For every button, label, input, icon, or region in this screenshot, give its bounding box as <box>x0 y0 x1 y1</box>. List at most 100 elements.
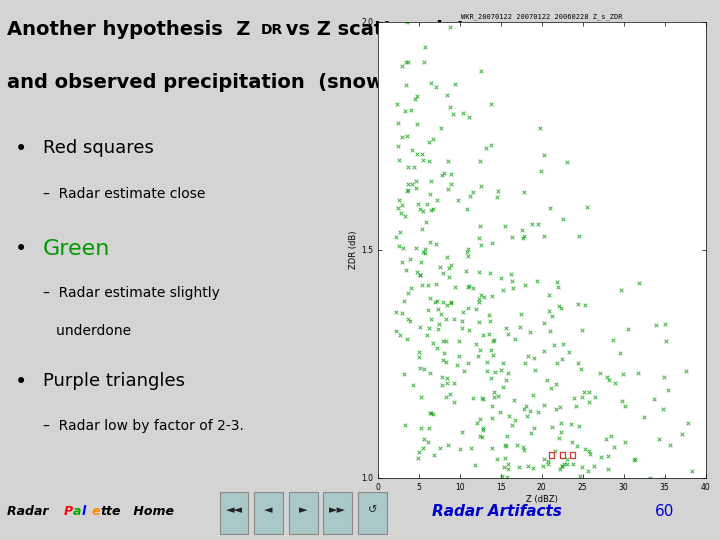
Point <box>518 232 530 241</box>
Point <box>423 306 434 315</box>
Point <box>415 258 427 267</box>
Point <box>462 247 473 256</box>
Point <box>503 483 514 492</box>
Point <box>424 409 436 417</box>
Point <box>528 354 540 362</box>
Point <box>578 388 590 396</box>
Point <box>418 434 430 443</box>
Point <box>448 314 459 323</box>
Point <box>438 269 449 278</box>
Point <box>426 206 437 215</box>
Point <box>608 335 619 344</box>
Point <box>413 347 425 356</box>
Point <box>598 536 609 540</box>
Point <box>431 195 443 204</box>
Point <box>488 336 500 345</box>
Point <box>395 331 406 340</box>
Point <box>562 460 573 469</box>
Point <box>392 119 403 127</box>
Point <box>577 503 589 512</box>
Point <box>477 394 488 402</box>
Point <box>405 284 417 292</box>
Point <box>498 359 509 368</box>
Point <box>577 530 588 539</box>
Point <box>575 537 586 540</box>
Point <box>551 512 562 521</box>
Text: tte: tte <box>101 505 121 518</box>
Point <box>423 323 435 332</box>
Point <box>497 286 508 295</box>
Point <box>474 318 485 327</box>
Point <box>509 502 521 511</box>
Point <box>412 120 423 129</box>
Point <box>573 421 585 430</box>
Point <box>485 374 497 382</box>
Point <box>415 364 426 373</box>
Point <box>564 504 576 512</box>
Point <box>508 396 519 404</box>
Point <box>688 519 699 528</box>
Point <box>414 271 426 280</box>
Point <box>502 485 513 494</box>
Point <box>428 204 439 213</box>
Point <box>522 411 534 420</box>
Point <box>524 406 536 415</box>
Point <box>444 264 455 273</box>
Point <box>524 328 536 336</box>
Point <box>638 413 649 421</box>
Point <box>412 454 423 462</box>
Point <box>581 202 593 211</box>
Point <box>399 212 410 220</box>
Point <box>469 461 480 469</box>
Point <box>520 402 531 410</box>
Point <box>406 180 418 188</box>
Point <box>537 504 549 513</box>
Point <box>410 177 422 185</box>
Point <box>394 228 405 237</box>
Point <box>445 23 456 31</box>
Title: WKR_20070122 20070122 20060228 Z_s_ZDR: WKR_20070122 20070122 20060228 Z_s_ZDR <box>461 14 623 21</box>
Text: 60: 60 <box>655 504 675 519</box>
Text: DR: DR <box>261 23 283 37</box>
Point <box>501 472 513 481</box>
Point <box>419 509 431 517</box>
Point <box>475 240 487 249</box>
Point <box>576 326 588 334</box>
Point <box>398 369 410 378</box>
Point <box>531 276 543 285</box>
Point <box>547 508 559 517</box>
Point <box>411 92 423 100</box>
Point <box>577 512 588 521</box>
Point <box>506 421 518 429</box>
Point <box>680 367 692 375</box>
Point <box>508 284 519 292</box>
Point <box>456 317 467 326</box>
Point <box>580 499 592 508</box>
Point <box>475 291 487 299</box>
Point <box>472 352 484 360</box>
Point <box>471 305 482 313</box>
Point <box>408 163 420 171</box>
Point <box>433 325 444 333</box>
Point <box>591 500 603 509</box>
Point <box>523 352 534 361</box>
Point <box>541 483 553 491</box>
Point <box>538 151 549 160</box>
Text: –  Radar estimate slightly: – Radar estimate slightly <box>43 286 220 300</box>
Point <box>441 358 452 367</box>
Text: Radar Artifacts: Radar Artifacts <box>432 504 562 519</box>
Point <box>400 266 412 275</box>
Point <box>619 401 631 410</box>
Point <box>474 157 485 166</box>
Point <box>433 319 445 328</box>
Point <box>526 523 538 532</box>
Point <box>651 520 662 529</box>
Point <box>425 408 436 417</box>
Point <box>544 203 556 212</box>
Point <box>461 267 472 275</box>
Point <box>559 498 571 507</box>
Point <box>603 376 615 384</box>
Point <box>392 204 404 213</box>
Point <box>414 205 426 213</box>
Point <box>544 536 555 540</box>
